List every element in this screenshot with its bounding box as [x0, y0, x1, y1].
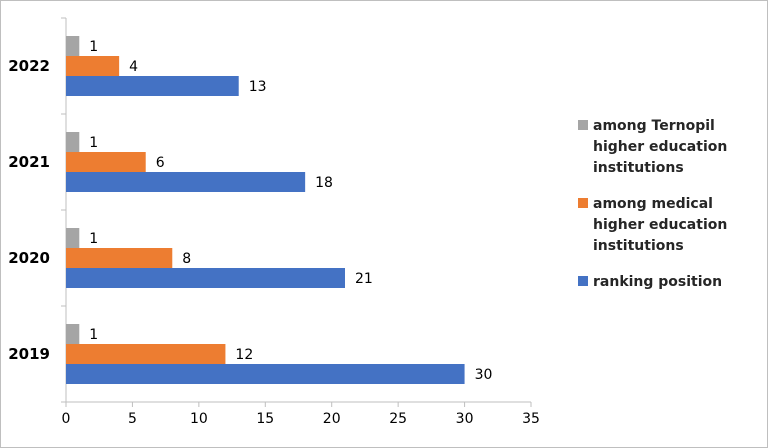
x-tick-label: 5	[128, 411, 137, 427]
data-label: 1	[89, 327, 98, 343]
x-tick-label: 20	[323, 411, 341, 427]
x-tick-label: 15	[256, 411, 274, 427]
bar	[66, 152, 146, 172]
data-label: 8	[182, 251, 191, 267]
legend-label: among Ternopil higher education institutio…	[593, 118, 727, 176]
bar	[66, 132, 80, 152]
x-tick-label: 25	[389, 411, 407, 427]
data-label: 6	[156, 155, 165, 171]
legend-label: ranking position	[593, 274, 722, 290]
legend-swatch	[578, 276, 588, 286]
category-label: 2021	[8, 153, 50, 171]
x-tick-label: 30	[456, 411, 474, 427]
data-label: 1	[89, 135, 98, 151]
bar	[66, 364, 465, 384]
bar	[66, 36, 80, 56]
bar	[66, 172, 306, 192]
legend-swatch	[578, 198, 588, 208]
category-label: 2022	[8, 57, 50, 75]
bar	[66, 268, 345, 288]
legend-swatch	[578, 120, 588, 130]
data-label: 12	[235, 347, 253, 363]
x-tick-label: 35	[522, 411, 540, 427]
data-label: 30	[475, 367, 493, 383]
bar	[66, 76, 239, 96]
bar	[66, 248, 173, 268]
legend-label: among medical higher education institution…	[593, 196, 727, 254]
bar	[66, 344, 226, 364]
bar	[66, 56, 120, 76]
data-label: 13	[249, 79, 267, 95]
data-label: 18	[315, 175, 333, 191]
data-label: 21	[355, 271, 373, 287]
category-label: 2020	[8, 249, 50, 267]
category-label: 2019	[8, 345, 50, 363]
x-tick-label: 10	[190, 411, 208, 427]
bar	[66, 324, 80, 344]
x-tick-label: 0	[62, 411, 71, 427]
data-label: 1	[89, 231, 98, 247]
bar	[66, 228, 80, 248]
data-label: 1	[89, 39, 98, 55]
data-label: 4	[129, 59, 138, 75]
